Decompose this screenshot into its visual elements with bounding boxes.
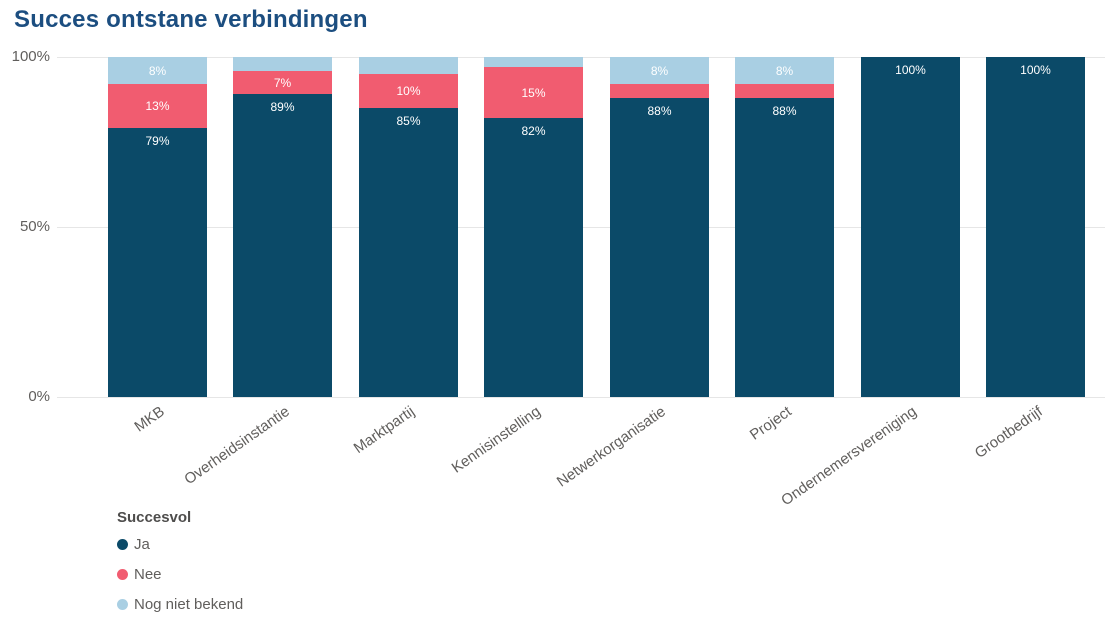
segment-nee[interactable]: 13% xyxy=(108,84,207,129)
data-label: 88% xyxy=(647,103,672,118)
y-axis-tick-50: 50% xyxy=(19,218,50,235)
chart-title: Succes ontstane verbindingen xyxy=(14,6,368,33)
segment-nog-niet-bekend[interactable] xyxy=(359,57,458,74)
x-axis-label-project: Project xyxy=(746,403,795,444)
segment-ja[interactable]: 79% xyxy=(108,128,207,397)
plot-area: 8% 13% 79% 7% 89% 10% 85% 15% 82% 8% 88% 8% 88% 100% 1… xyxy=(57,57,1105,398)
segment-nee[interactable]: 7% xyxy=(233,70,332,95)
legend-item-nog-niet-bekend[interactable]: Nog niet bekend xyxy=(117,595,243,613)
legend-item-nee[interactable]: Nee xyxy=(117,565,243,583)
segment-nee[interactable] xyxy=(610,84,709,98)
data-label: 89% xyxy=(270,100,295,115)
bar-overheidsinstantie[interactable]: 7% 89% xyxy=(233,57,332,397)
y-axis-tick-100: 100% xyxy=(11,48,50,65)
x-axis-label-netwerkorganisatie: Netwerkorganisatie xyxy=(553,403,669,491)
y-axis-tick-0: 0% xyxy=(28,388,50,405)
bar-kennisinstelling[interactable]: 15% 82% xyxy=(484,57,583,397)
segment-ja[interactable]: 85% xyxy=(359,108,458,397)
segment-nee[interactable]: 10% xyxy=(359,74,458,108)
data-label: 88% xyxy=(772,103,797,118)
segment-ja[interactable]: 100% xyxy=(986,57,1085,397)
data-label: 79% xyxy=(145,134,170,149)
bar-mkb[interactable]: 8% 13% 79% xyxy=(108,57,207,397)
legend-item-label: Ja xyxy=(134,535,150,553)
data-label: 100% xyxy=(1020,63,1051,77)
legend: Succesvol Ja Nee Nog niet bekend xyxy=(117,509,243,625)
segment-nog-niet-bekend[interactable]: 8% xyxy=(108,57,207,85)
bar-grootbedrijf[interactable]: 100% xyxy=(986,57,1085,397)
segment-nee[interactable]: 15% xyxy=(484,67,583,119)
bar-ondernemersvereniging[interactable]: 100% xyxy=(861,57,960,397)
data-label: 15% xyxy=(521,86,546,101)
data-label: 7% xyxy=(273,75,292,90)
legend-dot-icon xyxy=(117,568,128,580)
legend-item-label: Nog niet bekend xyxy=(134,595,244,613)
segment-nog-niet-bekend[interactable] xyxy=(484,57,583,68)
bar-marktpartij[interactable]: 10% 85% xyxy=(359,57,458,397)
legend-item-label: Nee xyxy=(134,565,162,583)
x-axis-label-ondernemersvereniging: Ondernemersvereniging xyxy=(778,403,920,510)
data-label: 85% xyxy=(396,114,421,128)
legend-item-ja[interactable]: Ja xyxy=(117,535,243,553)
segment-ja[interactable]: 82% xyxy=(484,118,583,397)
segment-ja[interactable]: 88% xyxy=(610,97,709,397)
segment-nee[interactable] xyxy=(735,84,834,98)
data-label: 8% xyxy=(650,64,669,79)
legend-title: Succesvol xyxy=(117,509,192,526)
segment-ja[interactable]: 100% xyxy=(861,57,960,397)
segment-nog-niet-bekend[interactable] xyxy=(233,57,332,71)
segment-ja[interactable]: 88% xyxy=(735,97,834,397)
x-axis-label-grootbedrijf: Grootbedrijf xyxy=(971,403,1046,462)
bar-project[interactable]: 8% 88% xyxy=(735,57,834,397)
segment-ja[interactable]: 89% xyxy=(233,94,332,397)
data-label: 8% xyxy=(148,64,167,79)
x-axis-label-kennisinstelling: Kennisinstelling xyxy=(448,403,544,477)
legend-dot-icon xyxy=(117,598,128,610)
segment-nog-niet-bekend[interactable]: 8% xyxy=(610,57,709,85)
data-label: 10% xyxy=(396,84,421,98)
data-label: 13% xyxy=(145,99,170,114)
gridline-0 xyxy=(57,397,1105,398)
data-label: 82% xyxy=(521,124,546,139)
segment-nog-niet-bekend[interactable]: 8% xyxy=(735,57,834,85)
data-label: 100% xyxy=(895,63,926,77)
legend-dot-icon xyxy=(117,538,128,550)
data-label: 8% xyxy=(775,64,794,79)
bar-netwerkorganisatie[interactable]: 8% 88% xyxy=(610,57,709,397)
